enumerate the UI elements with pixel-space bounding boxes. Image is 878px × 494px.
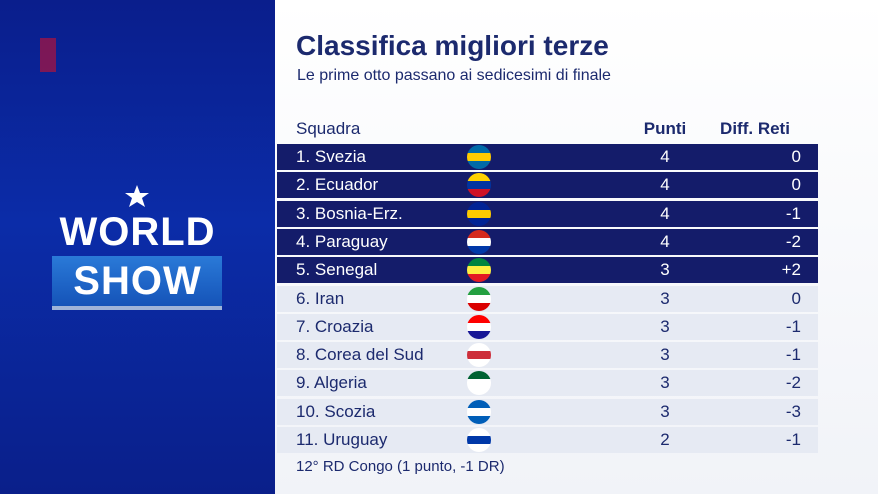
goal-diff: -2 [785,231,801,251]
points: 3 [660,260,670,280]
goal-diff: -1 [785,430,801,449]
table-row: 8. Corea del Sud 3 -1 [277,342,818,369]
team-name: 1. Svezia [296,147,366,166]
star [125,185,149,207]
team-name: 4. Paraguay [296,231,388,251]
flag [467,229,491,254]
table-row: 3. Bosnia-Erz. 4 -1 [277,200,818,227]
goal-diff: +2 [781,260,801,280]
subtitle: Le prime otto passano ai sedicesimi di f… [297,67,611,84]
table-row: 5. Senegal 3 +2 [277,257,818,284]
column-header: Diff. Reti [720,119,790,138]
table-row: 11. Uruguay 2 -1 [277,427,818,453]
logo-box [52,256,222,310]
table-row: 1. Svezia 4 0 [277,144,818,170]
points: 4 [660,147,670,166]
goal-diff: -1 [785,316,801,336]
points: 3 [660,288,670,308]
goal-diff: -2 [785,373,801,393]
flag [467,371,491,396]
team-name: 7. Croazia [296,316,374,336]
team-name: 8. Corea del Sud [296,345,424,365]
flag [467,314,491,339]
points: 2 [660,430,670,449]
title: Classifica migliori terze [296,30,609,61]
table-row: 6. Iran 3 0 [277,285,818,312]
flag [467,343,491,368]
goal-diff: 0 [791,175,801,195]
logo-line: WORLD [59,210,216,254]
team-name: 6. Iran [296,288,345,308]
channel-logo [40,38,56,72]
flag [467,173,491,198]
table-row: 7. Croazia 3 -1 [277,313,818,340]
flag [467,428,491,452]
goal-diff: -1 [785,203,801,223]
team-name: 3. Bosnia-Erz. [296,203,403,223]
team-name: 9. Algeria [296,373,367,393]
side-panel: WORLD SHOW [0,0,275,494]
logo-line: SHOW [73,259,202,303]
footnote: 12° RD Congo (1 punto, -1 DR) [296,458,505,475]
table-row: 10. Scozia 3 -3 [277,398,818,425]
team-name: 11. Uruguay [296,430,388,449]
goal-diff: 0 [791,288,801,308]
column-header: Punti [643,119,687,138]
team-name: 2. Ecuador [296,175,379,195]
flag [467,258,491,283]
goal-diff: -3 [785,401,801,421]
goal-diff: 0 [791,147,801,166]
table-row: 9. Algeria 3 -2 [277,370,818,397]
points: 4 [660,175,670,195]
flag [467,145,491,169]
team-name: 5. Senegal [296,260,378,280]
table-row: 2. Ecuador 4 0 [277,172,818,199]
points: 3 [660,401,670,421]
goal-diff: -1 [785,345,801,365]
team-name: 10. Scozia [296,401,376,421]
column-header: Squadra [296,119,361,138]
flag [467,201,491,226]
flag [467,399,491,424]
points: 3 [660,373,670,393]
table-row: 4. Paraguay 4 -2 [277,228,818,255]
flag [467,286,491,311]
points: 4 [660,231,670,251]
points: 4 [660,203,670,223]
points: 3 [660,316,670,336]
points: 3 [660,345,670,365]
